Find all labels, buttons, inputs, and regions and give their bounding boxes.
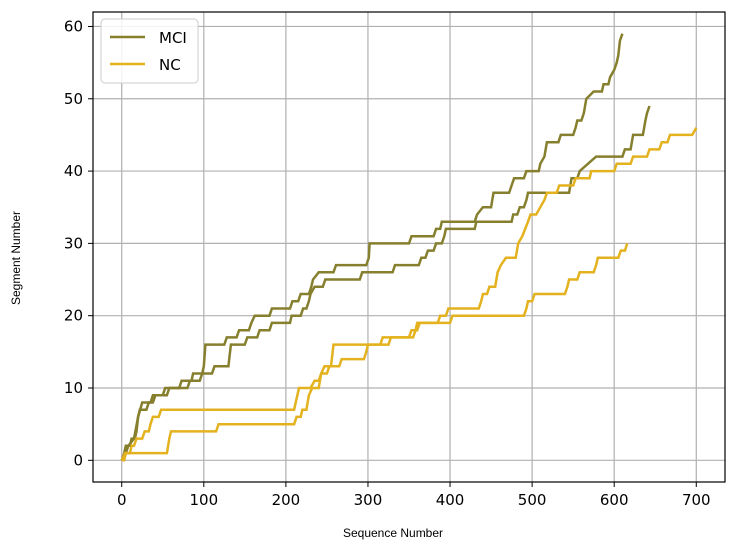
plot-frame [92, 11, 726, 483]
x-tick-label: 400 [436, 491, 465, 509]
legend-mci-label: MCI [159, 29, 187, 47]
y-tick-label: 30 [64, 234, 83, 252]
x-axis-label: Sequence Number [343, 526, 443, 540]
x-tick-label: 0 [117, 491, 127, 509]
x-tick-label: 200 [272, 491, 301, 509]
grid-layer [93, 12, 725, 482]
y-tick-label: 10 [64, 379, 83, 397]
y-tick-label: 0 [73, 451, 83, 469]
x-tick-label: 600 [600, 491, 629, 509]
y-tick-label: 60 [64, 17, 83, 35]
series-line-mci-2 [120, 105, 651, 461]
tick-layer: 0 100 200 300 400 500 600 700 0 10 20 30 40 50 60 [64, 17, 711, 509]
series-layer [120, 33, 698, 462]
y-tick-label: 40 [64, 162, 83, 180]
x-tick-label: 700 [682, 491, 711, 509]
legend: MCI NC [100, 18, 199, 84]
x-tick-label: 100 [189, 491, 218, 509]
series-line-nc-3 [120, 127, 698, 461]
y-tick-label: 20 [64, 307, 83, 325]
series-line-nc-4 [121, 243, 629, 462]
legend-box [100, 18, 199, 84]
y-axis-label: Segment Number [9, 211, 23, 305]
y-tick-label: 50 [64, 90, 83, 108]
x-tick-label: 300 [354, 491, 383, 509]
legend-nc-label: NC [159, 56, 181, 74]
x-tick-label: 500 [518, 491, 547, 509]
series-line-mci-1 [120, 33, 624, 461]
